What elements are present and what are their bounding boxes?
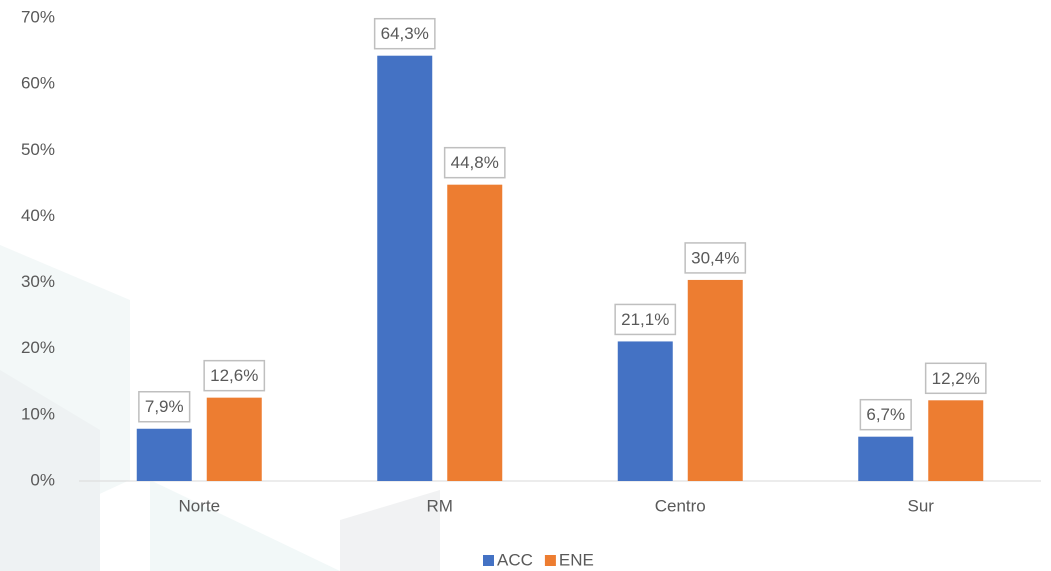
data-label: 64,3% — [381, 24, 429, 43]
legend-label: ACC — [497, 550, 533, 569]
bar — [377, 55, 433, 482]
data-label-box — [684, 242, 747, 274]
y-tick-label: 30% — [21, 272, 55, 291]
y-tick-label: 60% — [21, 74, 55, 93]
data-label-box — [138, 390, 191, 423]
data-label-box — [443, 146, 506, 179]
legend-swatch — [544, 555, 556, 566]
data-label-box — [373, 17, 436, 50]
x-tick-label: Sur — [908, 496, 935, 515]
data-label-box — [924, 362, 987, 395]
data-label: 6,7% — [866, 405, 905, 424]
y-tick-label: 70% — [21, 7, 55, 26]
y-tick-label: 40% — [21, 206, 55, 225]
background-decoration — [0, 245, 440, 571]
y-tick-label: 50% — [21, 140, 55, 159]
data-label: 12,6% — [210, 366, 258, 385]
data-label-box — [859, 398, 912, 431]
x-tick-label: Norte — [178, 496, 220, 515]
data-label-box — [614, 303, 677, 336]
bar — [858, 436, 914, 481]
bar — [687, 279, 743, 481]
data-label: 12,2% — [932, 369, 980, 388]
legend-swatch — [483, 555, 494, 566]
y-tick-label: 10% — [21, 404, 55, 423]
data-label: 30,4% — [691, 248, 739, 267]
data-label: 7,9% — [145, 397, 184, 416]
bar — [136, 428, 192, 481]
bar — [928, 400, 984, 481]
x-tick-label: RM — [427, 496, 453, 515]
data-label: 21,1% — [621, 310, 669, 329]
legend-label: ENE — [559, 550, 594, 569]
y-tick-label: 20% — [21, 338, 55, 357]
bar — [617, 341, 673, 481]
data-label-box — [203, 359, 266, 392]
data-label: 44,8% — [451, 153, 499, 172]
bar — [447, 184, 503, 481]
x-tick-label: Centro — [655, 496, 706, 515]
y-tick-label: 0% — [30, 470, 55, 489]
bar — [206, 397, 262, 481]
